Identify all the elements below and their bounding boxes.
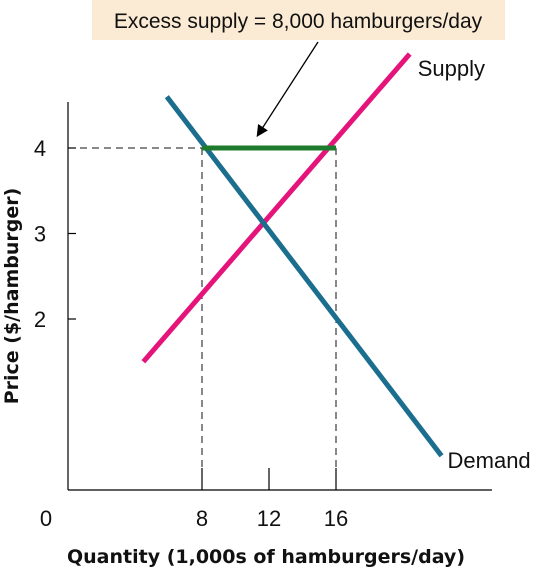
excess-supply-arrow — [256, 41, 319, 137]
y-tick-label-2: 2 — [34, 307, 46, 332]
axis-ticks: 2 3 4 8 12 16 — [34, 136, 348, 531]
x-tick-label-16: 16 — [324, 506, 348, 531]
guide-lines — [68, 147, 337, 490]
supply-label: Supply — [418, 56, 485, 81]
x-tick-label-12: 12 — [257, 506, 281, 531]
x-axis-title: Quantity (1,000s of hamburgers/day) — [67, 546, 465, 568]
origin-label: 0 — [40, 506, 52, 531]
supply-curve — [141, 52, 412, 364]
y-tick-label-3: 3 — [34, 222, 46, 247]
demand-label: Demand — [448, 448, 531, 473]
curves: Supply Demand — [141, 52, 531, 473]
demand-curve — [164, 95, 444, 458]
y-tick-label-4: 4 — [34, 136, 46, 161]
excess-supply-callout-box — [92, 0, 505, 40]
excess-supply-label: Excess supply = 8,000 hamburgers/day — [114, 10, 483, 33]
y-axis-title: Price ($/hamburger) — [1, 188, 23, 405]
x-tick-label-8: 8 — [196, 506, 208, 531]
